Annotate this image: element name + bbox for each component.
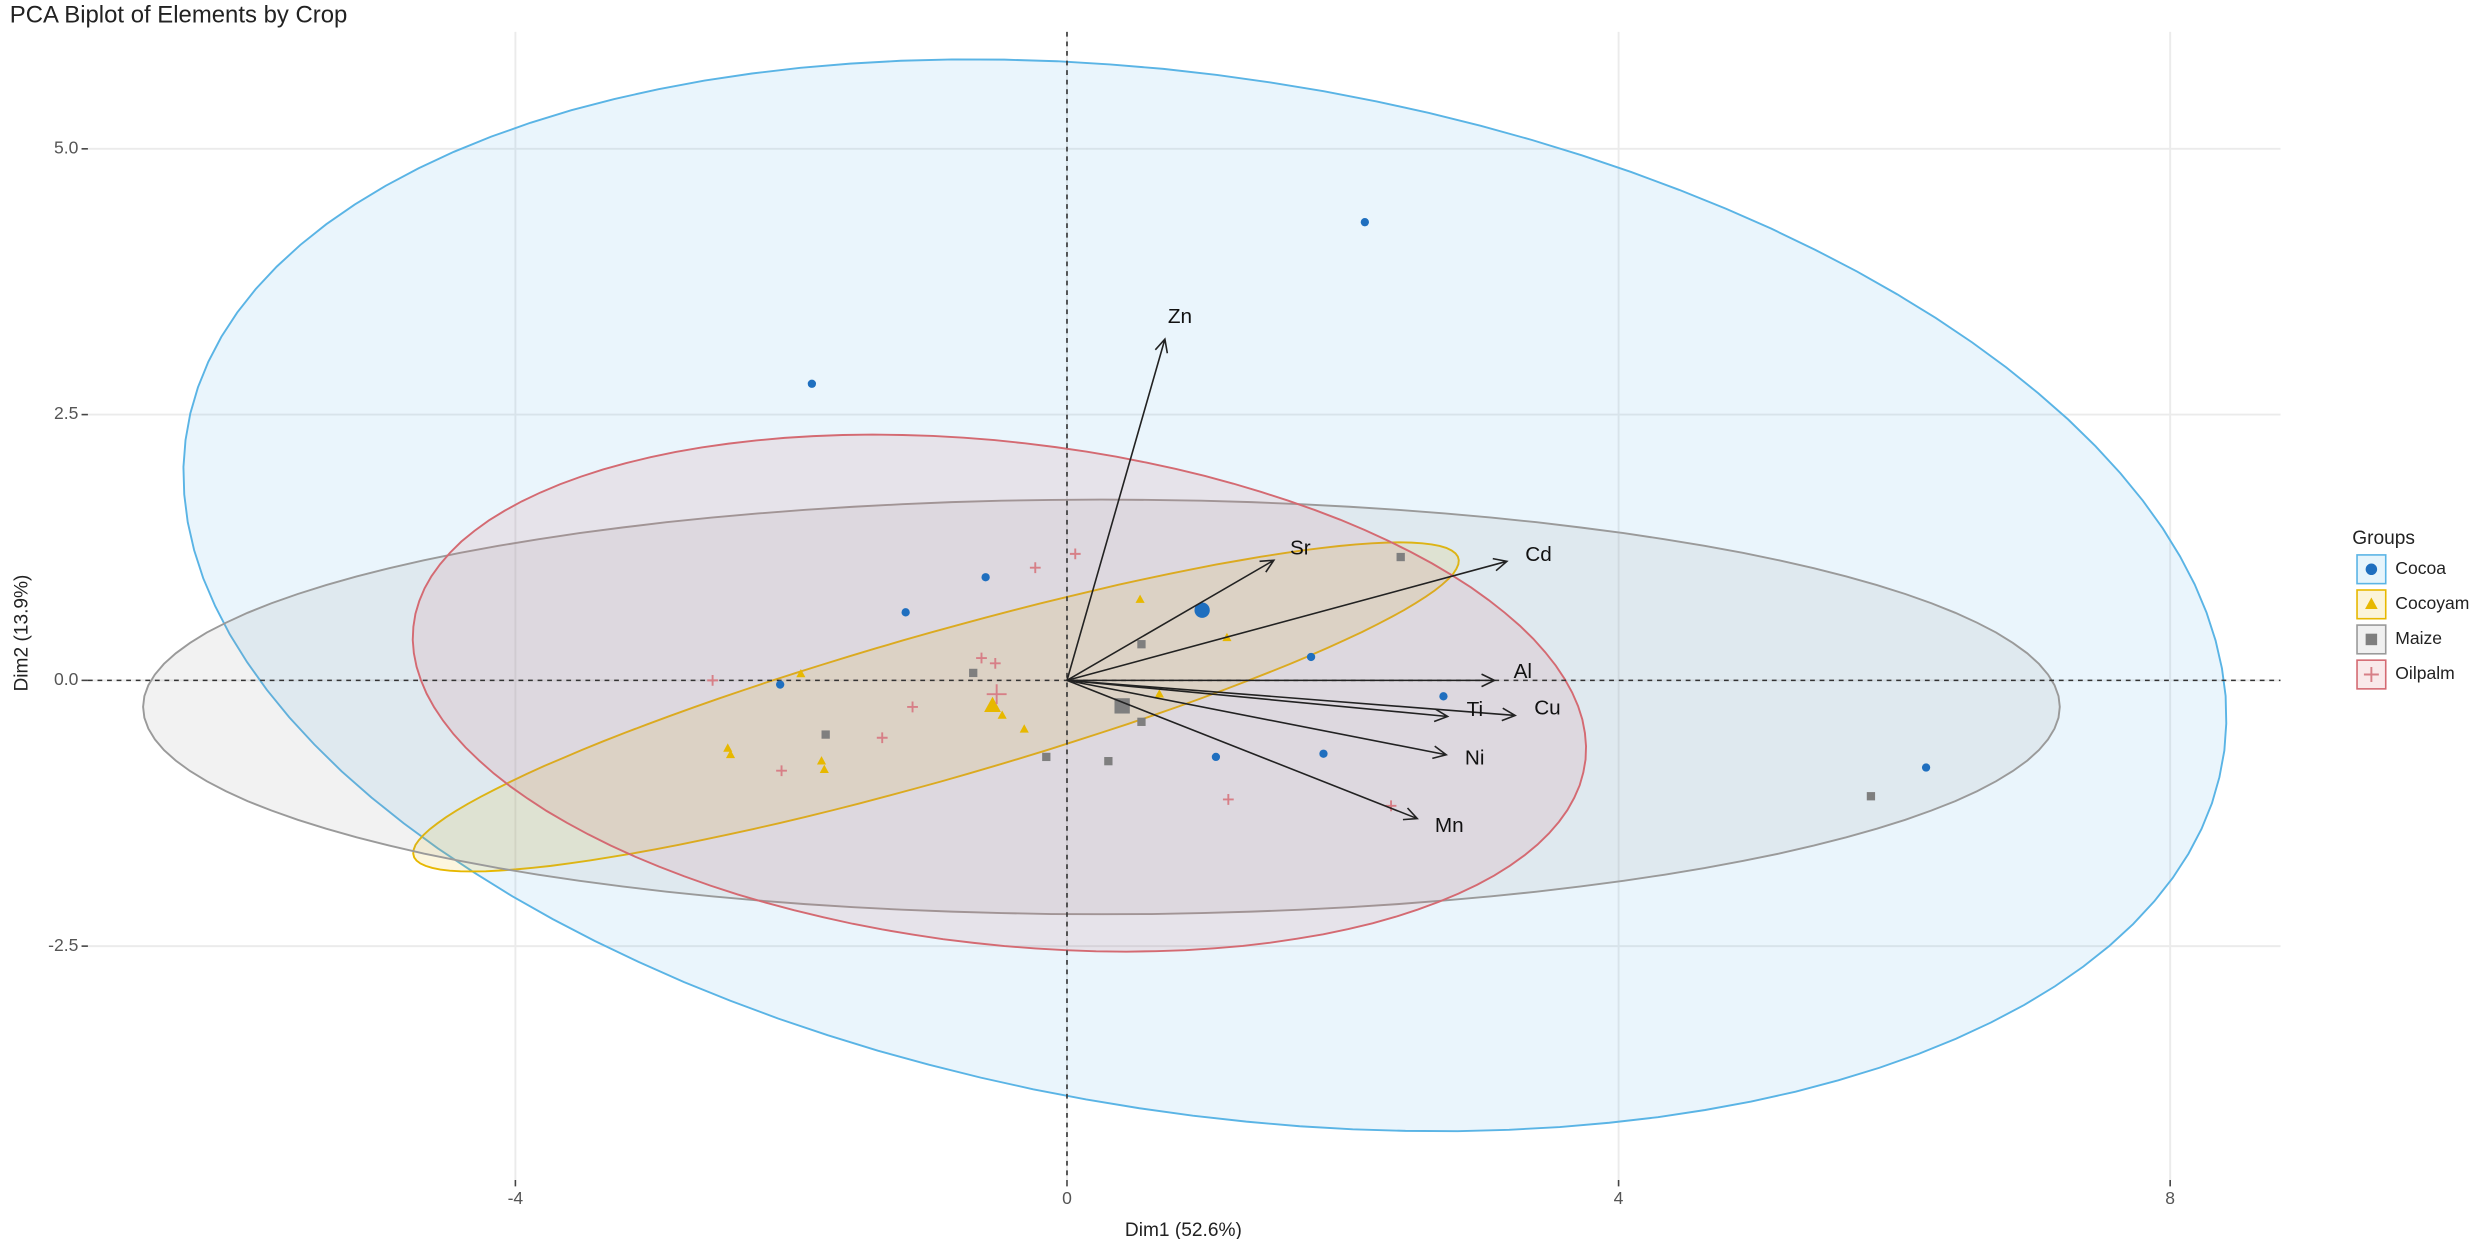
group-centroid [1114, 698, 1130, 714]
group-centroid [986, 684, 1007, 705]
variable-arrow [1066, 679, 1517, 722]
data-point [1135, 594, 1145, 603]
confidence-ellipse [182, 58, 2228, 1133]
data-point [876, 732, 888, 744]
data-point [1360, 218, 1369, 227]
data-point [1396, 552, 1405, 562]
variable-arrow [1066, 673, 1497, 688]
variable-label: Ti [1467, 698, 1484, 721]
legend-marker [2365, 563, 2378, 576]
data-point [816, 756, 827, 765]
y-axis-label: Dim2 (13.9%) [12, 575, 33, 692]
variable-label: Cu [1534, 697, 1561, 720]
data-point [1385, 800, 1397, 812]
data-point [1439, 692, 1448, 701]
x-axis-label: Dim1 (52.6%) [1125, 1220, 1242, 1239]
legend-label: Cocoa [2395, 558, 2446, 578]
data-point [1137, 717, 1146, 726]
variable-label: Ni [1465, 747, 1485, 770]
data-point [1306, 652, 1316, 662]
variable-label: Mn [1435, 814, 1464, 837]
y-tick-label: 5.0 [54, 137, 79, 157]
x-tick-label: 0 [1062, 1188, 1072, 1208]
variable-arrow [1066, 679, 1450, 723]
group-centroid [1194, 602, 1210, 618]
variable-arrow [1066, 557, 1509, 682]
data-point [969, 668, 978, 678]
data-point [1154, 689, 1164, 698]
data-point [776, 765, 787, 777]
variable-arrow [1066, 679, 1449, 760]
confidence-ellipse [411, 433, 1587, 953]
data-point [1866, 792, 1876, 801]
data-point [1319, 749, 1328, 758]
data-point [796, 669, 806, 678]
data-point [1137, 640, 1146, 649]
data-point [997, 710, 1007, 719]
legend-marker [2365, 633, 2378, 646]
data-point [907, 701, 918, 713]
y-tick-label: -2.5 [48, 935, 78, 955]
x-tick-label: 8 [2165, 1188, 2175, 1208]
legend-label: Cocoyam [2395, 593, 2469, 613]
data-point [821, 730, 830, 739]
variable-arrow [1066, 679, 1419, 821]
data-point [725, 749, 736, 759]
data-point [707, 674, 718, 686]
legend-title: Groups [2352, 528, 2415, 549]
data-point [1211, 752, 1221, 762]
y-tick-label: 2.5 [54, 403, 79, 423]
data-point [723, 743, 733, 752]
legend-marker [2363, 667, 2379, 682]
data-point [1042, 752, 1051, 762]
variable-arrow [1066, 337, 1169, 681]
group-centroid [984, 696, 1001, 712]
legend-key [2356, 589, 2387, 620]
x-tick-label: -4 [508, 1188, 524, 1208]
variable-label: Al [1514, 660, 1532, 683]
variable-label: Zn [1168, 305, 1192, 328]
chart-title: PCA Biplot of Elements by Crop [10, 1, 348, 28]
data-point [976, 652, 987, 664]
data-point [1921, 763, 1931, 772]
variable-label: Sr [1290, 536, 1311, 559]
y-tick-label: 0.0 [54, 669, 79, 689]
data-point [819, 764, 829, 773]
confidence-ellipse [142, 498, 2061, 916]
data-point [776, 680, 785, 689]
data-point [1222, 794, 1234, 805]
data-point [1019, 724, 1029, 733]
data-point [1104, 757, 1113, 766]
confidence-ellipse [412, 541, 1460, 873]
x-tick-label: 4 [1614, 1188, 1624, 1208]
data-point [1069, 548, 1081, 560]
data-point [1029, 562, 1041, 574]
variable-arrow [1066, 559, 1276, 682]
data-point [807, 379, 817, 388]
variable-label: Cd [1525, 543, 1552, 566]
legend-marker [2365, 597, 2378, 609]
legend-key [2356, 624, 2387, 655]
legend-label: Maize [2395, 628, 2442, 648]
legend-label: Oilpalm [2395, 663, 2454, 683]
data-point [989, 657, 1001, 669]
data-point [901, 608, 910, 617]
data-point [981, 573, 990, 582]
